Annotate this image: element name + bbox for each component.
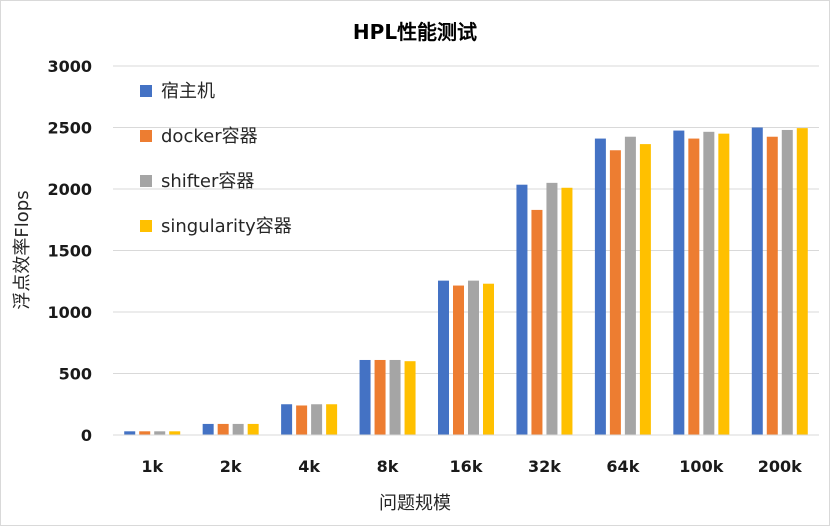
bar-2-4k	[296, 405, 308, 435]
bar-1-16k	[438, 280, 449, 435]
legend: 宿主机 docker容器 shifter容器 singularity容器	[140, 81, 292, 237]
bar-3-1k	[154, 431, 166, 435]
bar-1-32k	[516, 184, 528, 435]
legend-swatch	[140, 130, 152, 142]
x-tick-label: 4k	[298, 457, 320, 476]
x-tick-label: 200k	[758, 457, 802, 476]
bar-4-16k	[483, 283, 494, 435]
bar-1-200k	[751, 127, 763, 435]
x-tick-label: 64k	[606, 457, 639, 476]
bar-4-1k	[169, 431, 181, 435]
bar-2-200k	[766, 136, 778, 435]
gridlines	[113, 65, 819, 374]
y-tick-label: 1000	[47, 303, 92, 322]
bar-4-32k	[561, 187, 573, 435]
y-tick-label: 1500	[47, 242, 92, 261]
x-axis-ticks: 1k 2k 4k 8k 16k 32k 64k 100k 200k	[141, 457, 802, 476]
bar-3-32k	[546, 182, 558, 435]
bar-3-100k	[703, 131, 715, 435]
bar-3-16k	[468, 280, 479, 435]
bar-1-2k	[202, 423, 214, 435]
y-tick-label: 3000	[47, 57, 92, 76]
legend-swatch	[140, 85, 152, 97]
bar-1-100k	[673, 130, 685, 435]
bar-3-64k	[624, 136, 636, 435]
bar-4-4k	[326, 404, 338, 435]
x-tick-label: 32k	[528, 457, 561, 476]
bar-2-100k	[688, 138, 700, 435]
legend-swatch	[140, 220, 152, 232]
bar-2-2k	[217, 423, 229, 435]
y-tick-label: 500	[59, 365, 92, 384]
bar-1-4k	[281, 404, 293, 435]
chart-title: HPL性能测试	[353, 20, 477, 44]
bar-2-16k	[453, 285, 464, 435]
bar-4-8k	[404, 361, 416, 435]
x-tick-label: 100k	[679, 457, 723, 476]
x-tick-label: 2k	[220, 457, 242, 476]
bar-4-200k	[796, 128, 808, 435]
bar-4-2k	[247, 423, 259, 435]
bar-2-32k	[531, 209, 543, 435]
bar-1-8k	[359, 359, 371, 435]
legend-swatch	[140, 175, 152, 187]
legend-label: singularity容器	[161, 216, 292, 237]
legend-label: docker容器	[161, 126, 258, 147]
y-axis-ticks: 0 500 1000 1500 2000 2500 3000	[47, 57, 92, 445]
bar-4-100k	[718, 133, 730, 435]
x-tick-label: 16k	[450, 457, 483, 476]
bar-1-1k	[124, 431, 136, 435]
bar-2-64k	[609, 150, 621, 435]
bar-3-4k	[311, 404, 323, 435]
x-axis-title: 问题规模	[379, 493, 451, 514]
y-tick-label: 0	[81, 426, 92, 445]
legend-label: shifter容器	[161, 171, 254, 192]
bar-3-2k	[232, 423, 244, 435]
bar-2-1k	[139, 431, 151, 435]
x-tick-label: 8k	[377, 457, 399, 476]
bar-3-200k	[781, 129, 793, 435]
bar-4-64k	[639, 144, 651, 436]
y-axis-title: 浮点效率Flops	[12, 190, 33, 309]
x-tick-label: 1k	[141, 457, 163, 476]
bar-3-8k	[389, 359, 401, 435]
y-tick-label: 2500	[47, 119, 92, 138]
legend-label: 宿主机	[161, 81, 215, 102]
bar-1-64k	[594, 138, 606, 435]
bar-2-8k	[374, 359, 386, 435]
y-tick-label: 2000	[47, 180, 92, 199]
bars	[124, 127, 808, 436]
